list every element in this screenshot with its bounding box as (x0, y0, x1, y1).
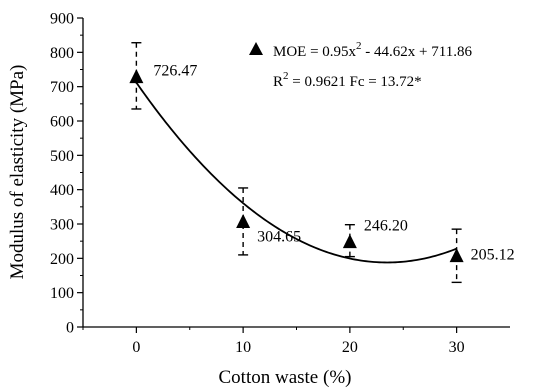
y-tick-label: 100 (50, 285, 74, 302)
y-tick-label: 900 (50, 11, 74, 28)
fit-line (135, 82, 457, 264)
data-label: 304.65 (257, 228, 301, 245)
legend-statistics: R2 = 0.9621 Fc = 13.72* (273, 70, 422, 90)
legend-marker (249, 42, 263, 55)
legend-equation: MOE = 0.95x2 - 44.62x + 711.86 (273, 40, 472, 60)
y-axis-title: Modulus of elasticity (MPa) (7, 65, 28, 280)
data-point (129, 69, 144, 84)
error-bars (131, 42, 462, 284)
y-tick-label: 700 (50, 79, 74, 96)
fit-curve (135, 82, 457, 264)
data-label: 726.47 (153, 63, 197, 80)
data-point (449, 248, 464, 263)
data-point (342, 234, 357, 249)
points (129, 69, 464, 263)
x-tick-label: 30 (449, 339, 465, 356)
y-tick-label: 600 (50, 114, 74, 131)
y-tick-label: 0 (66, 320, 74, 337)
data-point (236, 214, 251, 229)
x-tick-label: 0 (132, 339, 140, 356)
y-tick-label: 500 (50, 148, 74, 165)
x-tick-label: 20 (342, 339, 358, 356)
legend: MOE = 0.95x2 - 44.62x + 711.86 R2 = 0.96… (249, 40, 472, 90)
axes (82, 18, 510, 328)
x-tick-label: 10 (235, 339, 251, 356)
data-labels: 726.47 304.65 246.20 205.12 (153, 63, 514, 264)
y-tick-label: 200 (50, 251, 74, 268)
y-tick-label: 400 (50, 182, 74, 199)
data-label: 205.12 (471, 247, 515, 264)
y-tick-label: 800 (50, 45, 74, 62)
data-label: 246.20 (364, 217, 408, 234)
x-axis-title: Cotton waste (%) (219, 367, 352, 388)
ticks: 0 100 200 300 400 500 600 700 800 900 0 10 20 30 (50, 11, 465, 357)
y-tick-label: 300 (50, 217, 74, 234)
